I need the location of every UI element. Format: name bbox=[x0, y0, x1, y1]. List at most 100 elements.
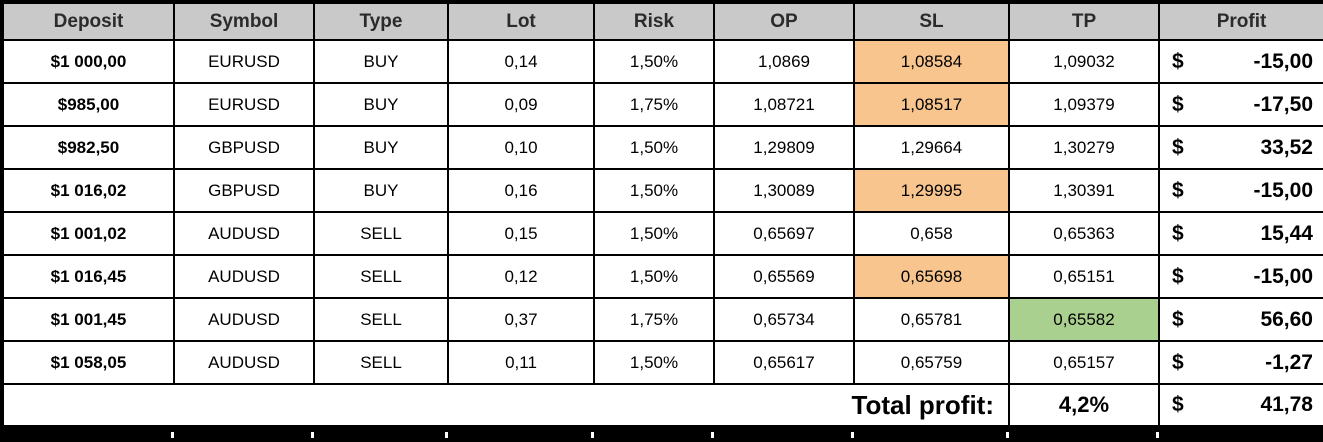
sl-cell[interactable]: 0,65698 bbox=[853, 254, 1010, 299]
profit-amount: -15,00 bbox=[1253, 49, 1313, 73]
risk-cell[interactable]: 1,50% bbox=[593, 340, 715, 385]
sl-cell[interactable]: 1,29664 bbox=[853, 125, 1010, 170]
profit-cell[interactable]: $ -15,00 bbox=[1158, 168, 1323, 213]
type-cell[interactable]: SELL bbox=[313, 297, 449, 342]
total-percent-cell[interactable]: 4,2% bbox=[1008, 383, 1160, 428]
risk-cell[interactable]: 1,50% bbox=[593, 125, 715, 170]
profit-cell[interactable]: $33,52 bbox=[1158, 125, 1323, 170]
total-profit-cell[interactable]: $ 41,78 bbox=[1158, 383, 1323, 428]
symbol-cell[interactable]: AUDUSD bbox=[173, 297, 315, 342]
type-cell[interactable]: SELL bbox=[313, 211, 449, 256]
symbol-cell[interactable]: AUDUSD bbox=[173, 340, 315, 385]
lot-cell[interactable]: 0,14 bbox=[447, 39, 595, 84]
total-profit-label: Total profit: bbox=[851, 389, 994, 420]
tp-cell[interactable]: 0,65363 bbox=[1008, 211, 1160, 256]
deposit-cell[interactable]: $1 016,45 bbox=[1, 254, 175, 299]
profit-amount: -15,00 bbox=[1253, 178, 1313, 202]
column-header-sl[interactable]: SL bbox=[853, 1, 1010, 41]
op-cell[interactable]: 0,65697 bbox=[713, 211, 855, 256]
deposit-cell[interactable]: $1 000,00 bbox=[1, 39, 175, 84]
symbol-cell[interactable]: EURUSD bbox=[173, 39, 315, 84]
column-tick bbox=[1156, 432, 1159, 438]
table-row: $985,00 EURUSD BUY 0,09 1,75% 1,08721 1,08517 1… bbox=[1, 82, 1323, 127]
symbol-cell[interactable]: AUDUSD bbox=[173, 211, 315, 256]
header-row: Deposit Symbol Type Lot Risk OP SL TP Pr… bbox=[1, 1, 1323, 41]
column-header-tp[interactable]: TP bbox=[1008, 1, 1160, 41]
op-cell[interactable]: 0,65734 bbox=[713, 297, 855, 342]
op-cell[interactable]: 1,0869 bbox=[713, 39, 855, 84]
type-cell[interactable]: SELL bbox=[313, 254, 449, 299]
deposit-cell[interactable]: $982,50 bbox=[1, 125, 175, 170]
op-cell[interactable]: 1,29809 bbox=[713, 125, 855, 170]
profit-cell[interactable]: $ -1,27 bbox=[1158, 340, 1323, 385]
risk-cell[interactable]: 1,75% bbox=[593, 297, 715, 342]
op-cell[interactable]: 1,08721 bbox=[713, 82, 855, 127]
profit-cell[interactable]: $ -15,00 bbox=[1158, 39, 1323, 84]
deposit-cell[interactable]: $1 001,45 bbox=[1, 297, 175, 342]
profit-cell[interactable]: $ -17,50 bbox=[1158, 82, 1323, 127]
column-header-type[interactable]: Type bbox=[313, 1, 449, 41]
column-header-symbol[interactable]: Symbol bbox=[173, 1, 315, 41]
risk-cell[interactable]: 1,50% bbox=[593, 39, 715, 84]
sl-cell[interactable]: 1,08517 bbox=[853, 82, 1010, 127]
tp-cell[interactable]: 0,65582 bbox=[1008, 297, 1160, 342]
profit-cell[interactable]: $ -15,00 bbox=[1158, 254, 1323, 299]
column-header-op[interactable]: OP bbox=[713, 1, 855, 41]
total-profit-label-cell[interactable]: Total profit: bbox=[1, 383, 1010, 428]
risk-cell[interactable]: 1,50% bbox=[593, 168, 715, 213]
lot-cell[interactable]: 0,10 bbox=[447, 125, 595, 170]
risk-cell[interactable]: 1,75% bbox=[593, 82, 715, 127]
symbol-cell[interactable]: EURUSD bbox=[173, 82, 315, 127]
lot-cell[interactable]: 0,16 bbox=[447, 168, 595, 213]
lot-cell[interactable]: 0,37 bbox=[447, 297, 595, 342]
column-header-deposit[interactable]: Deposit bbox=[1, 1, 175, 41]
column-tick bbox=[1006, 432, 1009, 438]
type-cell[interactable]: BUY bbox=[313, 39, 449, 84]
column-tick bbox=[851, 432, 854, 438]
column-tick bbox=[711, 432, 714, 438]
type-cell[interactable]: SELL bbox=[313, 340, 449, 385]
total-percent-value: 4,2% bbox=[1058, 392, 1110, 417]
lot-cell[interactable]: 0,09 bbox=[447, 82, 595, 127]
column-header-profit[interactable]: Profit bbox=[1158, 1, 1323, 41]
type-cell[interactable]: BUY bbox=[313, 82, 449, 127]
op-cell[interactable]: 0,65617 bbox=[713, 340, 855, 385]
profit-cell[interactable]: $15,44 bbox=[1158, 211, 1323, 256]
deposit-cell[interactable]: $1 016,02 bbox=[1, 168, 175, 213]
lot-cell[interactable]: 0,11 bbox=[447, 340, 595, 385]
total-row: Total profit: 4,2% $ 41,78 bbox=[1, 383, 1323, 428]
deposit-cell[interactable]: $1 001,02 bbox=[1, 211, 175, 256]
next-row-black-fill bbox=[0, 429, 1323, 442]
symbol-cell[interactable]: AUDUSD bbox=[173, 254, 315, 299]
sl-cell[interactable]: 1,29995 bbox=[853, 168, 1010, 213]
lot-cell[interactable]: 0,12 bbox=[447, 254, 595, 299]
type-cell[interactable]: BUY bbox=[313, 125, 449, 170]
tp-cell[interactable]: 0,65151 bbox=[1008, 254, 1160, 299]
table-row: $982,50 GBPUSD BUY 0,10 1,50% 1,29809 1,29664 1… bbox=[1, 125, 1323, 170]
tp-cell[interactable]: 1,30279 bbox=[1008, 125, 1160, 170]
tp-cell[interactable]: 0,65157 bbox=[1008, 340, 1160, 385]
symbol-cell[interactable]: GBPUSD bbox=[173, 125, 315, 170]
type-cell[interactable]: BUY bbox=[313, 168, 449, 213]
profit-cell[interactable]: $56,60 bbox=[1158, 297, 1323, 342]
deposit-cell[interactable]: $1 058,05 bbox=[1, 340, 175, 385]
profit-amount: 33,52 bbox=[1260, 135, 1313, 159]
lot-cell[interactable]: 0,15 bbox=[447, 211, 595, 256]
tp-cell[interactable]: 1,09379 bbox=[1008, 82, 1160, 127]
deposit-cell[interactable]: $985,00 bbox=[1, 82, 175, 127]
risk-cell[interactable]: 1,50% bbox=[593, 254, 715, 299]
sl-cell[interactable]: 0,65781 bbox=[853, 297, 1010, 342]
symbol-cell[interactable]: GBPUSD bbox=[173, 168, 315, 213]
column-header-lot[interactable]: Lot bbox=[447, 1, 595, 41]
sl-cell[interactable]: 1,08584 bbox=[853, 39, 1010, 84]
currency-symbol: $ bbox=[1172, 49, 1184, 73]
tp-cell[interactable]: 1,09032 bbox=[1008, 39, 1160, 84]
sl-cell[interactable]: 0,658 bbox=[853, 211, 1010, 256]
op-cell[interactable]: 1,30089 bbox=[713, 168, 855, 213]
column-header-risk[interactable]: Risk bbox=[593, 1, 715, 41]
sl-cell[interactable]: 0,65759 bbox=[853, 340, 1010, 385]
profit-amount: -1,27 bbox=[1265, 350, 1313, 374]
tp-cell[interactable]: 1,30391 bbox=[1008, 168, 1160, 213]
risk-cell[interactable]: 1,50% bbox=[593, 211, 715, 256]
op-cell[interactable]: 0,65569 bbox=[713, 254, 855, 299]
